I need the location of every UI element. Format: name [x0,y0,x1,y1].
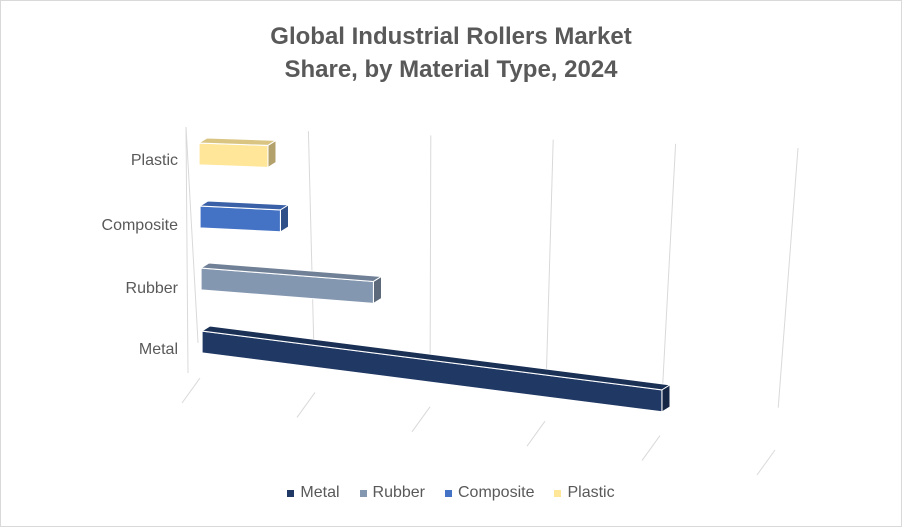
gridline-4 [661,143,677,395]
legend-label-rubber: Rubber [372,484,425,501]
bar-plastic-end [267,139,277,169]
floor-gridline-5 [756,449,776,476]
legend-swatch-rubber [359,489,367,497]
legend-swatch-plastic [554,489,562,497]
chart-title: Global Industrial Rollers Market Share, … [0,20,902,86]
bar-metal-front [201,330,663,413]
category-label-plastic: Plastic [131,152,178,169]
legend-item-rubber: Rubber [359,484,425,502]
category-label-rubber: Rubber [126,280,179,297]
floor-gridline-0 [181,377,201,404]
legend-label-metal: Metal [300,484,340,501]
legend-item-metal: Metal [287,484,340,502]
bar-composite-end [280,203,289,233]
y-axis-line [185,126,189,374]
chart-legend: Metal Rubber Composite Plastic [0,484,902,502]
gridline-3 [545,139,554,382]
legend-swatch-metal [287,489,295,497]
category-label-metal: Metal [139,341,178,358]
chart-title-line-1: Global Industrial Rollers Market [270,23,632,50]
floor-gridline-2 [411,406,431,433]
legend-swatch-composite [445,489,452,497]
legend-label-plastic: Plastic [567,484,615,501]
bar-plastic-front [198,142,269,169]
legend-item-plastic: Plastic [554,484,615,502]
floor-gridline-4 [641,435,661,461]
legend-item-composite: Composite [445,484,534,502]
chart-title-line-2: Share, by Material Type, 2024 [284,56,618,83]
floor-gridline-1 [296,392,316,418]
gridline-5 [777,147,799,408]
floor-gridline-3 [526,420,546,447]
gridline-2 [429,135,432,369]
gridline-1 [307,131,315,356]
category-label-composite: Composite [102,217,179,234]
bar-composite-front [199,205,282,233]
bar-metal-end [661,383,671,413]
gridline-0 [185,126,199,343]
bar-rubber-end [373,275,382,305]
legend-label-composite: Composite [458,484,535,501]
